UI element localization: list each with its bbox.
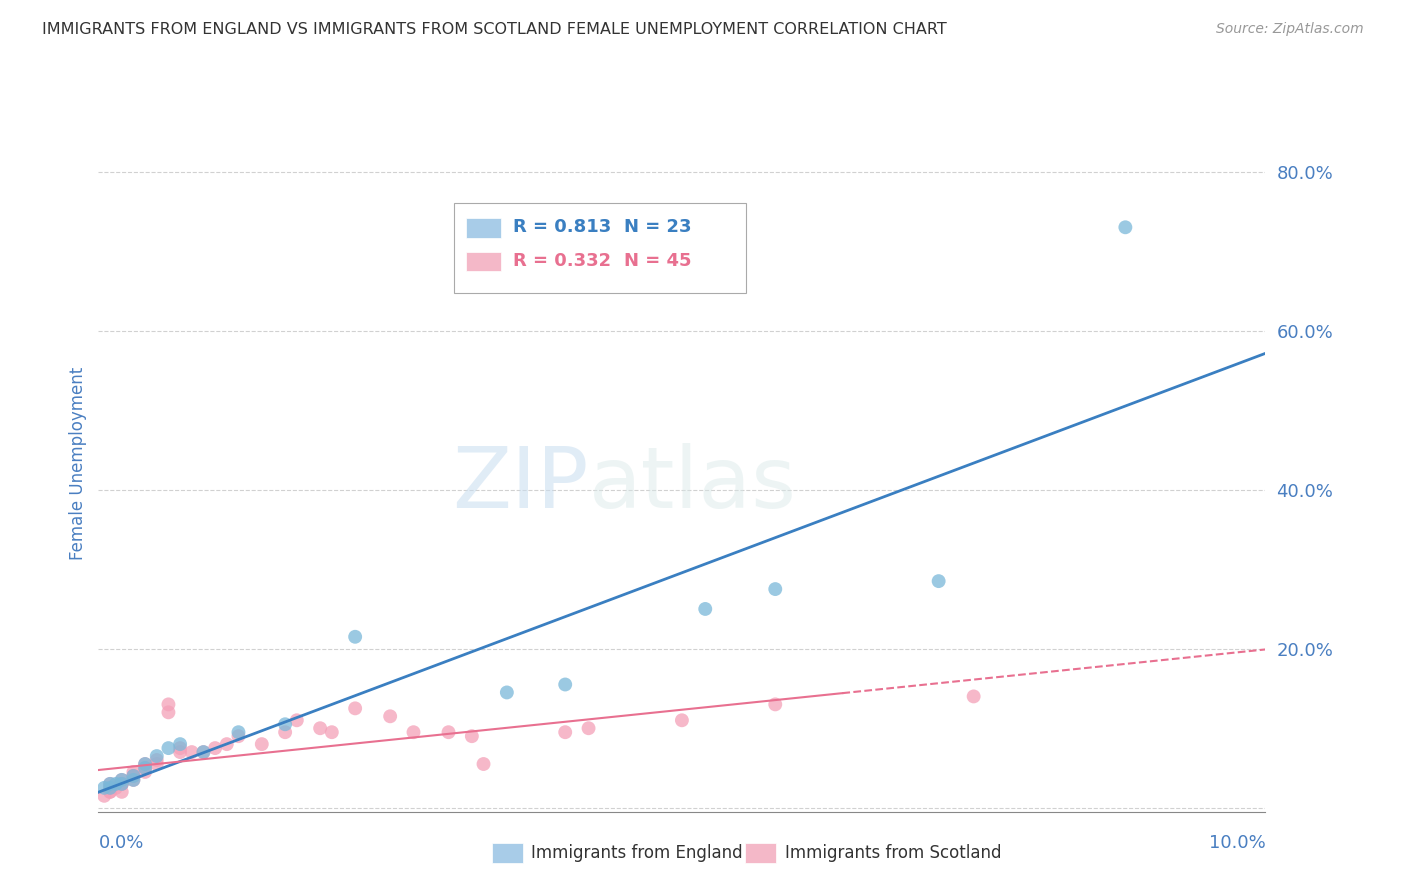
Point [98,777,121,791]
Text: 0.0%: 0.0% [98,834,143,852]
Point [157,698,180,712]
Text: Immigrants from England: Immigrants from England [531,844,744,862]
Point [763,582,786,596]
Text: IMMIGRANTS FROM ENGLAND VS IMMIGRANTS FROM SCOTLAND FEMALE UNEMPLOYMENT CORRELAT: IMMIGRANTS FROM ENGLAND VS IMMIGRANTS FR… [42,22,946,37]
Point [157,741,180,756]
Point [104,780,127,795]
Point [146,753,169,767]
Point [180,745,202,759]
Point [134,757,156,772]
Point [378,709,402,723]
Point [309,721,332,735]
Text: Source: ZipAtlas.com: Source: ZipAtlas.com [1216,22,1364,37]
Point [98,777,121,791]
Point [344,701,367,715]
FancyBboxPatch shape [454,203,747,293]
Point [134,761,156,775]
Text: N = 45: N = 45 [623,252,692,269]
Point [169,741,191,756]
Point [98,785,121,799]
Point [104,777,127,791]
Point [250,737,273,751]
Point [111,777,134,791]
Point [122,769,145,783]
Point [134,757,156,772]
Y-axis label: Female Unemployment: Female Unemployment [69,368,87,560]
Point [274,717,297,731]
Point [285,713,308,727]
Point [111,785,134,799]
Point [695,602,717,616]
Point [134,764,156,779]
Point [98,780,121,795]
Point [98,785,121,799]
Point [98,780,121,795]
Point [962,690,984,704]
Point [122,769,145,783]
Point [111,772,134,787]
Point [111,777,134,791]
Point [111,777,134,791]
Text: Immigrants from Scotland: Immigrants from Scotland [785,844,1001,862]
Point [437,725,460,739]
Point [274,725,297,739]
Point [344,630,367,644]
Point [763,698,786,712]
Text: N = 23: N = 23 [623,219,692,236]
FancyBboxPatch shape [465,252,501,271]
Point [146,749,169,764]
Point [472,757,495,772]
Point [111,777,134,791]
Point [122,764,145,779]
Point [122,772,145,787]
Text: 10.0%: 10.0% [1209,834,1265,852]
Point [928,574,950,588]
Point [204,741,226,756]
Point [228,725,250,739]
Point [1114,220,1136,235]
Point [122,772,145,787]
Point [402,725,425,739]
Text: R = 0.332: R = 0.332 [513,252,610,269]
Point [169,737,191,751]
Point [111,772,134,787]
Text: ZIP: ZIP [453,443,589,526]
Point [215,737,238,751]
Point [93,789,115,803]
Point [495,685,517,699]
Point [122,769,145,783]
Point [134,761,156,775]
Point [93,780,115,795]
Point [461,729,484,743]
Point [146,757,169,772]
Point [554,677,576,691]
Point [671,713,693,727]
Point [193,745,215,759]
Point [169,745,191,759]
Point [321,725,343,739]
Point [157,706,180,720]
Point [554,725,576,739]
Text: atlas: atlas [589,443,797,526]
Text: R = 0.813: R = 0.813 [513,219,612,236]
Point [578,721,600,735]
FancyBboxPatch shape [465,219,501,238]
Point [193,745,215,759]
Point [228,729,250,743]
